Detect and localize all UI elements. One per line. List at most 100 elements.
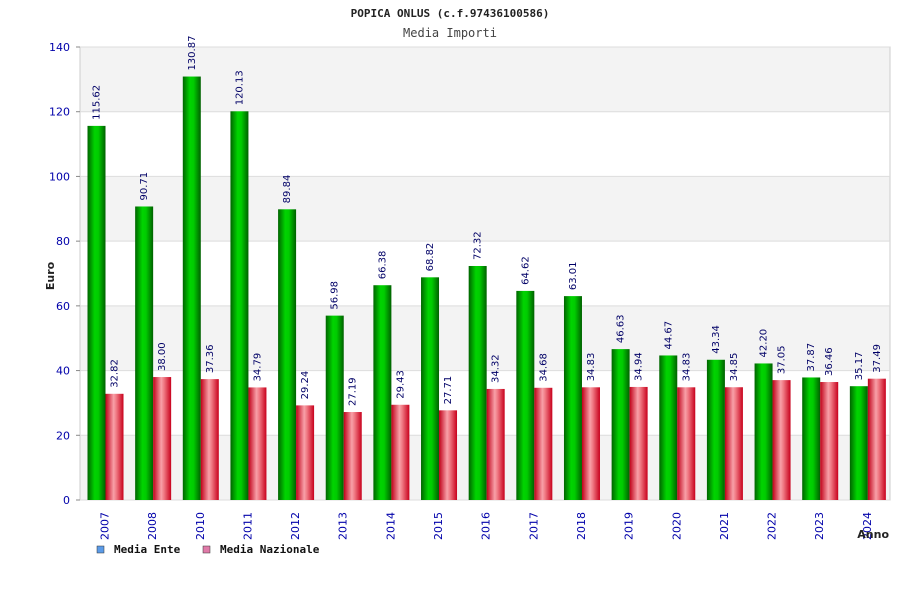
bar-media-nazionale: [772, 380, 791, 500]
bar-media-nazionale: [486, 388, 505, 500]
bar-media-ente: [611, 349, 630, 500]
x-axis-label: Anno: [857, 528, 889, 541]
data-label: 66.38: [377, 251, 388, 280]
bar-media-nazionale: [153, 377, 172, 500]
data-label: 56.98: [330, 281, 341, 310]
data-label: 38.00: [157, 342, 168, 371]
y-tick-label: 40: [56, 365, 70, 378]
data-label: 34.83: [586, 353, 597, 382]
data-label: 32.82: [110, 359, 121, 388]
x-tick-label: 2017: [527, 512, 540, 540]
bar-media-nazionale: [820, 382, 839, 500]
data-label: 27.19: [348, 377, 359, 406]
x-tick-label: 2014: [384, 512, 397, 540]
x-tick-label: 2011: [241, 512, 254, 540]
data-label: 130.87: [187, 36, 198, 71]
bars: [87, 76, 886, 501]
x-tick-label: 2024: [861, 512, 874, 540]
x-tick-label: 2020: [670, 512, 683, 540]
data-label: 35.17: [854, 352, 865, 381]
legend: Media Ente Media Nazionale: [96, 543, 320, 556]
bar-media-ente: [563, 296, 582, 500]
y-axis-label: Euro: [44, 261, 57, 290]
data-label: 37.36: [205, 344, 216, 373]
x-tick-label: 2010: [194, 512, 207, 540]
legend-swatch-media-ente: [96, 545, 105, 554]
y-tick-label: 0: [63, 494, 70, 507]
data-label: 63.01: [568, 261, 579, 290]
x-tick-label: 2023: [813, 512, 826, 540]
data-label: 44.67: [663, 321, 674, 350]
data-label: 36.46: [824, 347, 835, 376]
data-label: 34.79: [252, 353, 263, 382]
data-label: 43.34: [711, 325, 722, 354]
data-label: 37.05: [777, 345, 788, 374]
y-tick-label: 120: [49, 106, 70, 119]
bar-media-ente: [373, 285, 392, 500]
x-tick-label: 2015: [432, 512, 445, 540]
bar-media-ente: [659, 355, 678, 500]
y-tick-label: 20: [56, 429, 70, 442]
bar-media-ente: [87, 125, 106, 500]
chart-subtitle: Media Importi: [403, 26, 497, 40]
bar-media-nazionale: [581, 387, 600, 500]
bar-media-nazionale: [629, 386, 648, 500]
bar-media-ente: [182, 76, 201, 501]
bar-media-nazionale: [343, 412, 362, 500]
x-tick-label: 2021: [718, 512, 731, 540]
bar-media-ente: [325, 315, 344, 500]
x-tick-label: 2012: [289, 512, 302, 540]
y-tick-label: 60: [56, 300, 70, 313]
x-tick-label: 2008: [146, 512, 159, 540]
data-label: 72.32: [473, 231, 484, 260]
grid-band: [80, 176, 890, 242]
y-axis-ticks: 0 20 40 60 80 100 120 140: [49, 41, 80, 507]
legend-label-media-nazionale: Media Nazionale: [220, 543, 320, 556]
bar-media-nazionale: [534, 387, 553, 500]
data-label: 90.71: [139, 172, 150, 201]
data-label: 115.62: [92, 85, 103, 120]
data-label: 27.71: [443, 376, 454, 405]
x-tick-label: 2007: [99, 512, 112, 540]
bar-media-nazionale: [439, 410, 458, 500]
data-labels: 115.62 32.82 90.71 38.00 130.87 37.36 120.13 34…: [92, 36, 883, 406]
data-label: 68.82: [425, 243, 436, 272]
data-label: 34.68: [538, 353, 549, 382]
data-label: 37.87: [806, 343, 817, 372]
data-label: 34.85: [729, 353, 740, 382]
x-tick-label: 2018: [575, 512, 588, 540]
x-tick-label: 2022: [766, 512, 779, 540]
bar-media-nazionale: [200, 379, 219, 500]
bar-media-ente: [468, 265, 487, 500]
data-label: 34.94: [634, 352, 645, 381]
data-label: 89.84: [282, 175, 293, 204]
data-label: 34.32: [491, 354, 502, 383]
y-tick-label: 140: [49, 41, 70, 54]
data-label: 37.49: [872, 344, 883, 373]
bar-media-nazionale: [677, 387, 696, 500]
bar-media-ente: [421, 277, 440, 500]
data-label: 42.20: [759, 329, 770, 358]
bar-media-ente: [135, 206, 154, 501]
bar-media-ente: [754, 363, 773, 500]
bar-media-nazionale: [391, 404, 410, 500]
bar-media-ente: [516, 290, 535, 500]
bar-media-nazionale: [296, 405, 315, 500]
bar-media-ente: [849, 386, 868, 500]
legend-swatch-media-nazionale: [202, 545, 211, 554]
x-axis-ticks: 2007 2008 2010 2011 2012 2013 2014 2015 2016 2017…: [99, 512, 874, 540]
data-label: 120.13: [234, 70, 245, 105]
bar-media-ente: [706, 359, 725, 500]
bar-media-nazionale: [867, 378, 886, 500]
data-label: 29.24: [300, 371, 311, 400]
data-label: 29.43: [395, 370, 406, 399]
chart-title: POPICA ONLUS (c.f.97436100586): [351, 7, 550, 20]
data-label: 46.63: [616, 314, 627, 343]
y-tick-label: 100: [49, 170, 70, 183]
y-tick-label: 80: [56, 235, 70, 248]
bar-media-ente: [802, 377, 821, 500]
data-label: 34.83: [681, 353, 692, 382]
bar-media-ente: [230, 111, 249, 500]
x-tick-label: 2016: [480, 512, 493, 540]
